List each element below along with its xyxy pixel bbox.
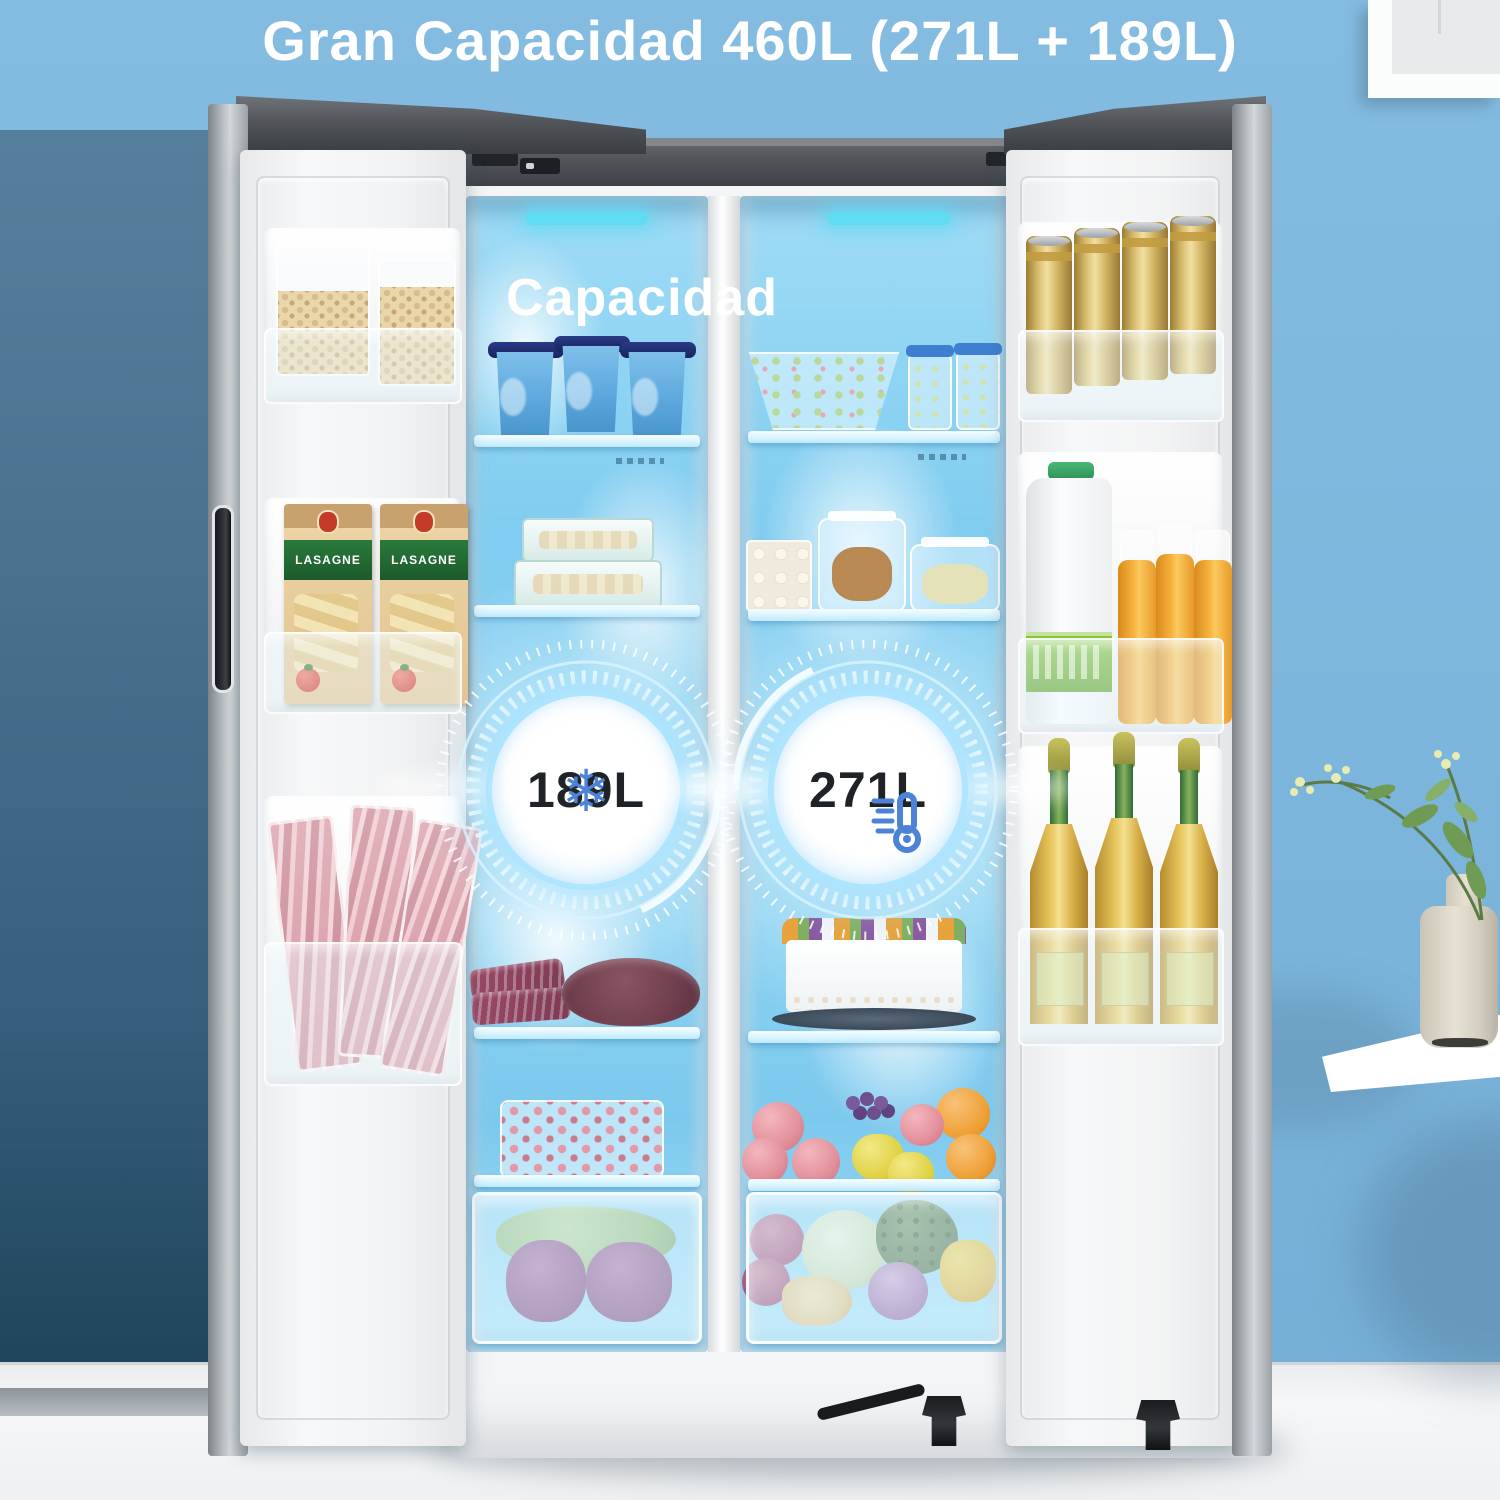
freezer-shelf [474,1176,700,1187]
fridge-shelf [748,1180,1000,1191]
cabinet-top-edge [448,138,1262,146]
apple [792,1138,840,1186]
picture-frame-mat [1392,0,1500,74]
brand-logo [413,510,435,534]
wine-bottle [1095,818,1153,1024]
salad-bowl [748,352,900,430]
door-hinge-left [472,152,518,166]
juice-bottle-neck [1196,530,1230,562]
lasagne-label: LASAGNE [284,540,372,580]
ice-cream-tub [562,346,620,432]
door-bin-front [1018,330,1224,422]
left-door-top-cap [236,96,646,154]
juice-bottle-neck [1120,530,1154,562]
fridge-led-light [828,212,950,225]
fridge-shelf [748,1032,1000,1043]
apple [742,1138,788,1184]
snowflake-icon: ❄ [561,757,611,825]
brand-logo [317,510,339,534]
orange [936,1088,990,1140]
left-door-handle [212,505,234,693]
freezer-led-light [526,212,648,225]
door-bin-front [1018,638,1224,734]
right-door-top-cap [1004,96,1266,154]
egg-tray [746,540,812,612]
picture-frame-detail [1438,0,1441,34]
ice-cream-tub [496,352,554,438]
tomato-graphic [296,664,320,692]
freezer-shelf [474,436,700,447]
fridge-shelf [748,432,1000,443]
wine-bottle [1160,824,1218,1024]
orange [946,1134,996,1182]
right-door-outer-edge [1232,104,1272,1456]
juice-bottle-neck [1158,524,1192,556]
storage-jar [954,343,1002,430]
freezer-capacity-value: 189L [527,762,645,818]
shrimp-tray [500,1100,664,1178]
headline-title: Gran Capacidad 460L (271L + 189L) [262,9,1238,72]
juice-bottle [1118,560,1156,724]
wine-neck-foil [1115,764,1133,824]
plant [1290,750,1487,921]
wine-cap [1113,732,1135,768]
frozen-meat [471,986,571,1026]
frozen-food-container [514,560,662,608]
beer-can [1074,228,1120,386]
door-bin-front [1018,928,1224,1046]
accent-wall [0,130,226,1392]
door-bin-front [264,942,462,1086]
interior-capacity-label: Capacidad [506,269,778,327]
apple [900,1104,944,1146]
juice-bottle [1194,560,1232,724]
door-bin-front [264,632,462,714]
vent [616,458,664,464]
wine-cap [1178,738,1200,774]
cake-stand [772,1008,976,1030]
vegetable-drawer [746,1192,1002,1344]
freezer-shelf [474,606,700,617]
ice-cream-tub [628,352,686,438]
freezer-shelf [474,1028,700,1039]
preserve-jar [818,511,906,612]
lasagne-label: LASAGNE [380,540,468,580]
vent [918,454,966,460]
picture-frame [1368,0,1500,98]
vase-base [1432,1038,1488,1047]
frozen-food-container [522,518,654,562]
interior-light-switch [520,158,560,174]
milk-label [1026,632,1112,692]
milk-cap [1048,462,1094,480]
lasagne-box: LASAGNE [380,504,468,704]
freezer-drawer [472,1192,702,1344]
fridge-shelf [748,610,1000,621]
beer-can [1170,216,1216,374]
fridge-capacity-badge: 271L [658,640,1078,940]
vase-body [1420,906,1498,1048]
beer-can [1122,222,1168,380]
fridge-capacity-value: 271L [809,762,927,818]
wine-bottle [1030,824,1088,1024]
shelf-shadow [1360,1120,1500,1380]
tomato-graphic [392,664,416,692]
door-bin-front [264,328,462,404]
grapes [846,1096,860,1110]
nut-container [378,258,456,386]
nut-container [276,246,370,376]
wine-cap [1048,738,1070,774]
wine-neck-foil [1180,770,1198,830]
cake-frill [790,994,958,1010]
storage-jar [906,345,954,430]
beer-can [1026,236,1072,394]
preserve-jar [910,537,1000,612]
frozen-crab [562,958,700,1026]
